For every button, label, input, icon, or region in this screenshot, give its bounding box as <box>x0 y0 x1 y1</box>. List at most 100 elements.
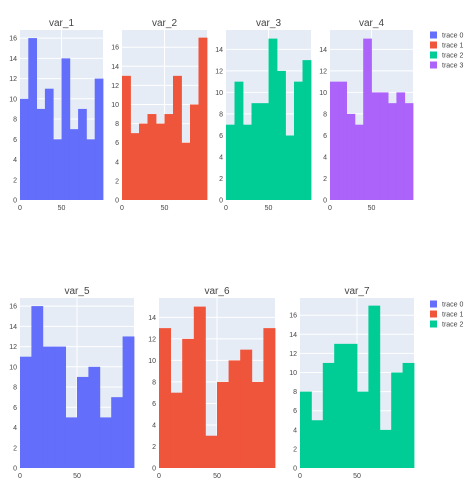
histogram-bar <box>322 362 335 468</box>
histogram-bar <box>111 397 123 468</box>
histogram-bar <box>217 381 229 468</box>
y-tick-label: 8 <box>293 389 297 396</box>
y-tick-label: 0 <box>219 198 223 205</box>
y-tick-label: 8 <box>13 385 17 392</box>
histogram-bar <box>302 60 312 200</box>
legend-label: trace 0 <box>442 302 464 309</box>
y-tick-label: 4 <box>219 154 223 161</box>
panel-title: var_5 <box>64 286 89 297</box>
y-tick-label: 4 <box>293 427 297 434</box>
y-tick-label: 4 <box>13 157 17 164</box>
histogram-bar <box>277 70 286 200</box>
y-tick-label: 10 <box>215 90 223 97</box>
histogram-bar <box>368 305 381 468</box>
histogram-bar <box>20 356 32 468</box>
y-tick-label: 2 <box>219 176 223 183</box>
y-tick-label: 12 <box>9 76 17 83</box>
y-tick-label: 6 <box>115 140 119 147</box>
histogram-bar <box>86 139 96 200</box>
histogram-bar <box>338 81 347 200</box>
histogram-bar <box>164 114 174 200</box>
x-tick-label: 0 <box>18 205 22 212</box>
histogram-bar <box>122 336 135 468</box>
histogram-bar <box>77 376 89 468</box>
legend-label: trace 2 <box>442 322 464 329</box>
y-tick-label: 0 <box>323 198 327 205</box>
y-tick-label: 6 <box>323 133 327 140</box>
histogram-bar <box>251 381 264 468</box>
histogram-bar <box>78 108 87 200</box>
y-tick-label: 12 <box>9 344 17 351</box>
y-tick-label: 14 <box>319 47 327 54</box>
y-tick-label: 8 <box>219 111 223 118</box>
panel-title: var_3 <box>256 18 281 29</box>
histogram-bar <box>54 346 66 468</box>
legend-swatch <box>430 61 437 69</box>
y-tick-label: 12 <box>289 351 297 358</box>
y-tick-label: 2 <box>115 178 119 185</box>
y-tick-label: 8 <box>115 121 119 128</box>
histogram-bar <box>147 114 157 200</box>
x-tick-label: 50 <box>58 205 66 212</box>
y-tick-label: 16 <box>111 45 119 52</box>
y-tick-label: 12 <box>319 68 327 75</box>
y-tick-label: 6 <box>293 408 297 415</box>
y-tick-label: 10 <box>9 364 17 371</box>
y-tick-label: 12 <box>111 83 119 90</box>
histogram-bar <box>69 129 79 200</box>
legend-swatch <box>430 320 437 328</box>
histogram-bar <box>53 139 62 200</box>
y-tick-label: 0 <box>293 466 297 473</box>
histogram-bar <box>260 103 269 200</box>
histogram-bar <box>388 103 397 200</box>
histogram-bar <box>61 58 71 201</box>
histogram-bar <box>65 417 78 468</box>
x-tick-label: 50 <box>353 473 361 480</box>
y-tick-label: 6 <box>152 401 156 408</box>
y-tick-label: 14 <box>111 64 119 71</box>
histogram-bar <box>139 123 148 200</box>
histogram-bar <box>94 78 104 200</box>
y-tick-label: 6 <box>219 133 223 140</box>
y-tick-label: 12 <box>215 68 223 75</box>
histogram-bar <box>28 38 37 200</box>
legend-label: trace 3 <box>442 63 464 70</box>
histogram-bar <box>379 429 392 468</box>
histogram-bar <box>159 328 171 468</box>
legend-label: trace 1 <box>442 312 464 319</box>
y-tick-label: 16 <box>9 36 17 43</box>
panel-title: var_4 <box>359 18 384 29</box>
histogram-bar <box>198 37 208 201</box>
histogram-bar <box>396 92 406 200</box>
histogram-bar <box>99 417 112 468</box>
histogram-bar <box>31 306 44 468</box>
x-tick-label: 0 <box>157 473 161 480</box>
y-tick-label: 2 <box>13 445 17 452</box>
y-tick-label: 0 <box>13 466 17 473</box>
y-tick-label: 6 <box>13 137 17 144</box>
histogram-bar <box>36 108 46 200</box>
y-tick-label: 2 <box>152 444 156 451</box>
panel-title: var_1 <box>49 18 74 29</box>
histogram-bar <box>173 75 182 200</box>
legend-swatch <box>430 51 437 59</box>
panel-title: var_2 <box>152 18 177 29</box>
histogram-bar <box>346 113 356 200</box>
y-tick-label: 10 <box>319 90 327 97</box>
y-tick-label: 4 <box>152 422 156 429</box>
x-tick-label: 50 <box>161 205 169 212</box>
histogram-bar <box>379 92 389 200</box>
y-tick-label: 14 <box>9 324 17 331</box>
y-tick-label: 2 <box>13 177 17 184</box>
x-tick-label: 0 <box>298 473 302 480</box>
histogram-bar <box>268 38 278 201</box>
y-tick-label: 0 <box>13 198 17 205</box>
histogram-bar <box>345 343 358 468</box>
histogram-bar <box>181 142 191 200</box>
histogram-bar <box>363 38 372 201</box>
y-tick-label: 2 <box>293 446 297 453</box>
x-tick-label: 0 <box>18 473 22 480</box>
legend-swatch <box>430 41 437 49</box>
y-tick-label: 4 <box>323 154 327 161</box>
histogram-bar <box>243 124 252 200</box>
